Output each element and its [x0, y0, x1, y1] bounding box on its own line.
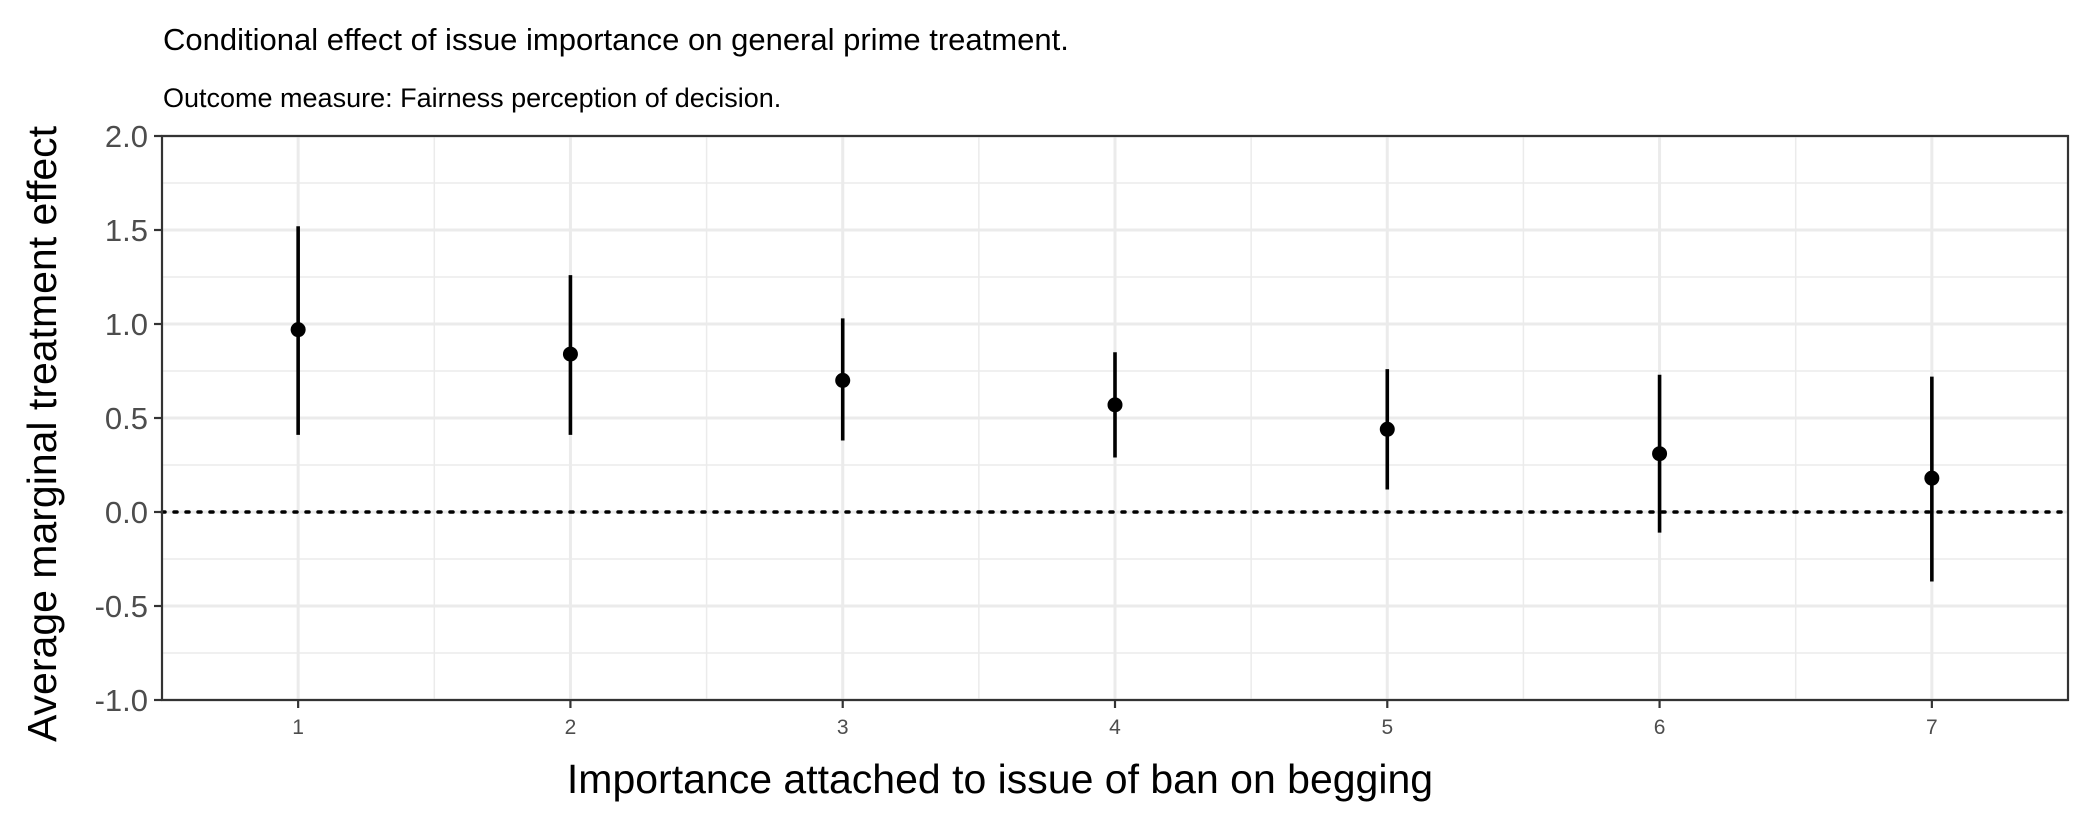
point-estimate — [1924, 470, 1940, 486]
point-estimate — [1107, 397, 1123, 413]
point-estimate — [1379, 421, 1395, 437]
y-tick-label: 0.5 — [105, 401, 148, 436]
x-tick-label: 3 — [837, 716, 849, 739]
point-estimate — [562, 346, 578, 362]
point-estimate — [835, 372, 851, 388]
y-tick-label: 1.0 — [105, 307, 148, 342]
x-tick-label: 6 — [1654, 716, 1666, 739]
chart-subtitle: Outcome measure: Fairness perception of … — [163, 83, 781, 113]
x-tick-label: 2 — [565, 716, 577, 739]
x-tick-label: 5 — [1381, 716, 1393, 739]
x-axis: 1 2 3 4 5 6 7 — [292, 700, 1938, 739]
x-axis-label: Importance attached to issue of ban on b… — [567, 756, 1433, 802]
point-estimate — [1652, 446, 1668, 462]
y-tick-label: -0.5 — [95, 589, 148, 624]
y-axis-label: Average marginal treatment effect — [19, 125, 65, 742]
point-estimate — [290, 322, 306, 338]
x-tick-label: 1 — [292, 716, 304, 739]
y-tick-label: 1.5 — [105, 213, 148, 248]
x-tick-label: 7 — [1926, 716, 1938, 739]
y-tick-label: 0.0 — [105, 495, 148, 530]
x-tick-label: 4 — [1109, 716, 1121, 739]
y-axis: -1.0 -0.5 0.0 0.5 1.0 1.5 2.0 — [95, 119, 162, 718]
chart-title: Conditional effect of issue importance o… — [163, 22, 1069, 57]
y-tick-label: -1.0 — [95, 683, 148, 718]
y-tick-label: 2.0 — [105, 119, 148, 154]
point-range-marks — [290, 226, 1940, 582]
